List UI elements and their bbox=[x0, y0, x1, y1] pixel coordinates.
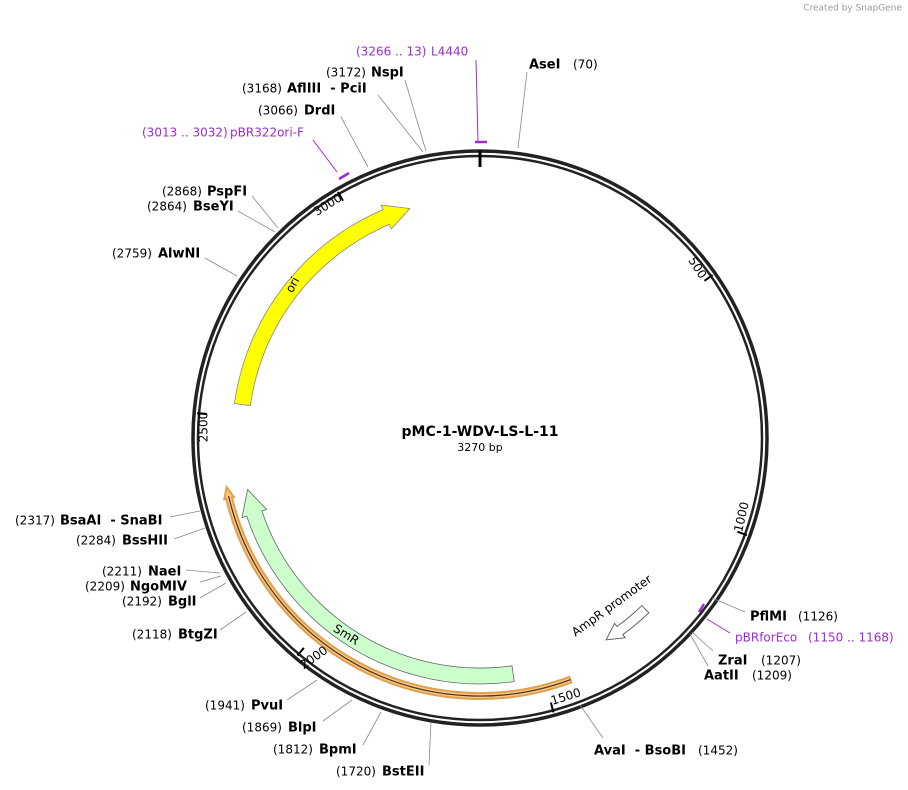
enzyme-leader bbox=[691, 631, 714, 652]
enzyme-leader bbox=[517, 71, 528, 149]
enzyme-name: NspI bbox=[371, 66, 404, 81]
enzyme-leader bbox=[404, 79, 427, 152]
enzyme-position: (2868) bbox=[162, 185, 202, 199]
plasmid-name: pMC-1-WDV-LS-L-11 bbox=[401, 424, 558, 440]
enzyme-leader bbox=[185, 569, 221, 574]
enzyme-leader bbox=[711, 597, 746, 613]
enzyme-leader bbox=[173, 527, 206, 540]
credit: Created by SnapGene bbox=[803, 4, 902, 14]
primer-range: (1150 .. 1168) bbox=[808, 631, 894, 645]
enzyme-position: (1207) bbox=[761, 654, 801, 668]
enzyme-position: (1126) bbox=[798, 610, 838, 624]
plasmid-size: 3270 bp bbox=[457, 441, 502, 454]
enzyme-position: (2759) bbox=[112, 247, 152, 261]
primer-mark bbox=[338, 171, 350, 181]
enzyme-leader bbox=[428, 722, 432, 766]
enzyme-name: PflMI bbox=[750, 610, 787, 625]
scale-tick bbox=[737, 530, 748, 537]
enzyme-leader bbox=[362, 711, 382, 746]
enzyme-name: NgoMIV bbox=[130, 580, 187, 595]
primer-leader bbox=[706, 618, 731, 634]
primer-mark bbox=[697, 603, 706, 613]
enzyme-name: BstEII bbox=[382, 765, 424, 780]
ori-arrow bbox=[233, 204, 411, 407]
promoter-arrow bbox=[605, 604, 650, 641]
enzyme-name: BtgZI bbox=[178, 628, 218, 643]
enzyme-name: AlwNI bbox=[158, 247, 200, 262]
feature-label: ori bbox=[283, 275, 303, 295]
enzyme-position: (2211) bbox=[102, 565, 142, 579]
scale-tick bbox=[196, 412, 208, 416]
enzyme-position: (2864) bbox=[147, 200, 187, 214]
enzyme-position: (3172) bbox=[326, 66, 366, 80]
enzyme-leader bbox=[199, 575, 222, 583]
enzyme-name: ZraI bbox=[718, 654, 747, 669]
enzyme-position: (1812) bbox=[273, 743, 313, 757]
orange-arrow bbox=[223, 484, 573, 701]
enzyme-leader bbox=[579, 704, 604, 739]
enzyme-position: (1452) bbox=[698, 744, 738, 758]
enzyme-name: BsaAI - SnaBI bbox=[60, 514, 162, 529]
primer-range: (3266 .. 13) bbox=[356, 45, 426, 59]
enzyme-position: (3066) bbox=[258, 104, 298, 118]
primer-name: pBRforEco bbox=[735, 631, 797, 645]
enzyme-name: BssHII bbox=[122, 534, 168, 549]
enzyme-position: (1209) bbox=[752, 669, 792, 683]
primer-leader bbox=[475, 59, 479, 143]
enzyme-position: (2317) bbox=[15, 514, 55, 528]
enzyme-position: (1720) bbox=[336, 765, 376, 779]
scale-tick bbox=[296, 647, 305, 657]
enzyme-position: (1941) bbox=[205, 699, 245, 713]
enzyme-position: (2209) bbox=[85, 580, 125, 594]
primer-name: pBR322ori-F bbox=[230, 126, 304, 140]
enzyme-name: PspFI bbox=[207, 185, 247, 200]
enzyme-name: DrdI bbox=[304, 104, 335, 119]
enzyme-name: BseYI bbox=[193, 200, 234, 215]
enzyme-position: (2284) bbox=[76, 534, 116, 548]
smr-arrow bbox=[241, 488, 515, 685]
enzyme-name: AflIII - PciI bbox=[287, 82, 367, 97]
enzyme-position: (70) bbox=[573, 58, 598, 72]
orange-arrow-core bbox=[228, 495, 571, 697]
scale-label: 2500 bbox=[197, 412, 211, 443]
enzyme-leader bbox=[219, 611, 247, 631]
enzyme-position: (3168) bbox=[242, 82, 282, 96]
primer-name: L4440 bbox=[431, 45, 468, 59]
enzyme-name: AseI bbox=[529, 58, 560, 73]
primer-leader bbox=[312, 139, 338, 173]
primer-range: (3013 .. 3032) bbox=[142, 126, 228, 140]
scale-tick bbox=[703, 274, 714, 282]
scale-label: 1000 bbox=[731, 500, 752, 533]
enzyme-leader bbox=[199, 582, 227, 599]
enzyme-name: BlpI bbox=[288, 721, 317, 736]
enzyme-name: AatII bbox=[704, 669, 739, 684]
enzyme-name: PvuI bbox=[251, 699, 283, 714]
enzyme-leader bbox=[237, 210, 276, 233]
enzyme-leader bbox=[377, 94, 424, 153]
enzyme-leader bbox=[322, 699, 353, 722]
scale-tick bbox=[337, 191, 344, 202]
enzyme-position: (2118) bbox=[132, 628, 172, 642]
enzyme-position: (1869) bbox=[242, 721, 282, 735]
enzyme-name: BglI bbox=[168, 595, 197, 610]
enzyme-leader bbox=[286, 679, 318, 701]
enzyme-leader bbox=[340, 116, 369, 168]
enzyme-leader bbox=[204, 257, 238, 277]
enzyme-name: AvaI - BsoBI bbox=[594, 744, 686, 759]
enzyme-position: (2192) bbox=[122, 595, 162, 609]
enzyme-leader bbox=[169, 510, 201, 518]
enzyme-name: BpmI bbox=[319, 743, 357, 758]
scale-tick bbox=[549, 702, 555, 713]
enzyme-leader bbox=[689, 633, 709, 667]
enzyme-leader bbox=[251, 195, 279, 229]
enzyme-name: NaeI bbox=[148, 565, 181, 580]
